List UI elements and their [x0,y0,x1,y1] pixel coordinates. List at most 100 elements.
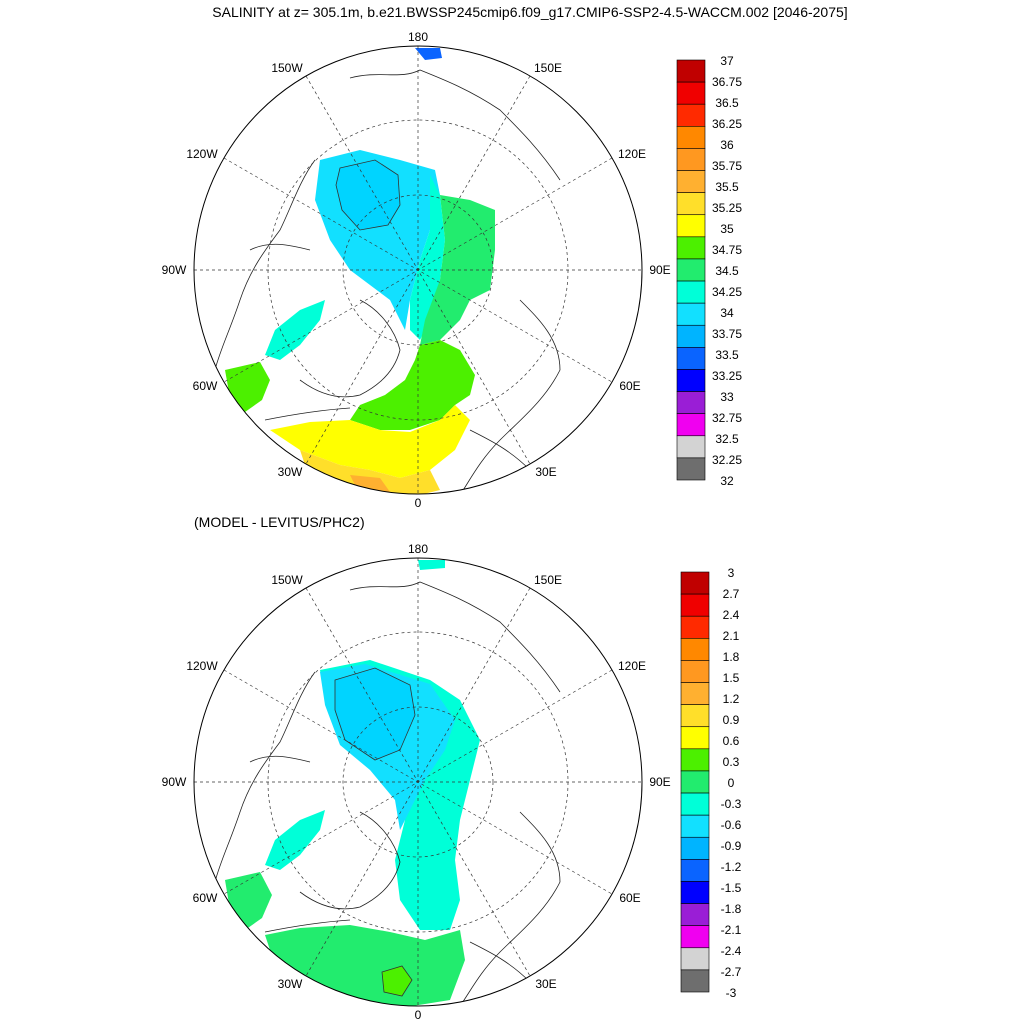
lon-label-180: 180 [408,30,428,44]
lon-label-150e: 150E [534,573,562,587]
field-zero-atlantic [265,925,465,1006]
colorbar-tick-label: 36 [720,138,734,152]
colorbar-tick-label: 1.8 [723,650,740,664]
colorbar-swatch [680,814,710,838]
colorbar-swatch [680,571,710,595]
colorbar-tick-label: 2.4 [723,608,740,622]
lon-label-150w: 150W [271,61,303,75]
colorbar-tick-label: 35 [720,222,734,236]
colorbar-tick-label: 37 [720,54,734,68]
lon-label-60w: 60W [193,379,218,393]
lon-label-150e: 150E [534,61,562,75]
plot-title: SALINITY at z= 305.1m, b.e21.BWSSP245cmi… [212,4,847,20]
colorbar-tick-label: 32 [720,474,734,488]
colorbar-swatch [680,859,710,882]
lon-label-60w: 60W [193,891,218,905]
lon-label-0: 0 [415,496,422,510]
colorbar-swatch [676,258,706,282]
colorbar-swatch [676,126,706,149]
colorbar-swatch [680,881,710,904]
colorbar-tick-label: 1.5 [723,671,740,685]
colorbar-swatch [680,726,710,750]
lon-label-60e: 60E [619,891,640,905]
colorbar-tick-label: 34 [720,306,734,320]
colorbar-swatch [676,302,706,326]
lon-label-150w: 150W [271,573,303,587]
colorbar-swatch [680,660,710,683]
field-baffin [265,300,325,360]
field-34-75-atlantic [350,340,475,430]
field-neg09-core [334,667,416,761]
colorbar-swatch [680,969,710,993]
colorbar-tick-label: 32.5 [715,432,739,446]
lon-label-30w: 30W [278,465,303,479]
colorbar-swatch [680,947,710,971]
colorbar-tick-label: -1.2 [721,860,742,874]
field-labrador-bottom [225,872,272,930]
colorbar-swatch [676,457,706,481]
field-35-nordic [270,405,470,478]
field-labrador [225,362,270,412]
field-canada-basin-core [335,159,401,231]
colorbar-swatch [676,214,706,238]
colorbar-tick-label: 34.5 [715,264,739,278]
colorbar-swatch [680,836,710,860]
lon-label-90w: 90W [162,775,187,789]
colorbar-tick-label: 33.75 [712,327,742,341]
colorbar-tick-label: 36.5 [715,96,739,110]
colorbar-tick-label: 32.25 [712,453,742,467]
colorbar-tick-label: -3 [726,986,737,1000]
colorbar-tick-label: -2.1 [721,923,742,937]
colorbar-tick-label: 0 [728,776,735,790]
colorbar-swatch [680,682,710,705]
colorbar-tick-label: 0.6 [723,734,740,748]
colorbar-tick-label: 36.75 [712,75,742,89]
colorbar-tick-label: 33.5 [715,348,739,362]
lon-label-0: 0 [415,1008,422,1022]
colorbar-swatch [676,413,706,437]
lon-label-120e: 120E [618,147,646,161]
colorbar-tick-label: 35.5 [715,180,739,194]
colorbar-swatch [676,369,706,392]
bottom-longitude-labels: 180 150E 120E 90E 60E 30E 0 30W 60W 90W … [162,542,671,1022]
colorbar-tick-label: 34.25 [712,285,742,299]
colorbar-swatch [676,236,706,260]
field-bering-bottom [418,560,445,570]
colorbar-tick-label: -2.4 [721,944,742,958]
salinity-map: 180 150E 120E 90E 60E 30E 0 30W 60W 90W … [162,30,671,510]
colorbar-swatch [676,103,706,127]
colorbar-difference: 3 2.7 2.4 2.1 1.8 1.5 1.2 0.9 0.6 0.3 0 -0.3 -0.6 -0.… [680,566,742,1000]
field-bering-spot [415,48,442,60]
lon-label-30e: 30E [535,977,556,991]
lon-label-120w: 120W [186,147,218,161]
colorbar-tick-label: 0.3 [723,755,740,769]
colorbar-tick-label: 2.1 [723,629,740,643]
lon-label-30e: 30E [535,465,556,479]
colorbar-tick-label: -0.6 [721,818,742,832]
colorbar-tick-label: 33 [720,390,734,404]
colorbar-swatch [680,748,710,772]
colorbar-tick-label: 0.9 [723,713,740,727]
colorbar-swatch [676,192,706,216]
field-03-patch [381,965,413,997]
lon-label-30w: 30W [278,977,303,991]
colorbar-tick-label: -1.5 [721,881,742,895]
colorbar-tick-label: -1.8 [721,902,742,916]
colorbar-swatch [676,347,706,370]
colorbar-tick-label: 2.7 [723,587,740,601]
colorbar-tick-label: 34.75 [712,243,742,257]
colorbar-tick-label: -0.3 [721,797,742,811]
lon-label-90e: 90E [649,263,670,277]
lon-label-120e: 120E [618,659,646,673]
colorbar-swatch [680,704,710,728]
colorbar-tick-label: 33.25 [712,369,742,383]
colorbar-swatch [680,770,710,794]
colorbar-swatch [680,593,710,617]
lon-label-90e: 90E [649,775,670,789]
field-34-5-eurasian [420,195,495,345]
colorbar-swatch [680,925,710,949]
colorbar-swatch [680,792,710,816]
colorbar-swatch [676,170,706,193]
colorbar-swatch [680,615,710,639]
